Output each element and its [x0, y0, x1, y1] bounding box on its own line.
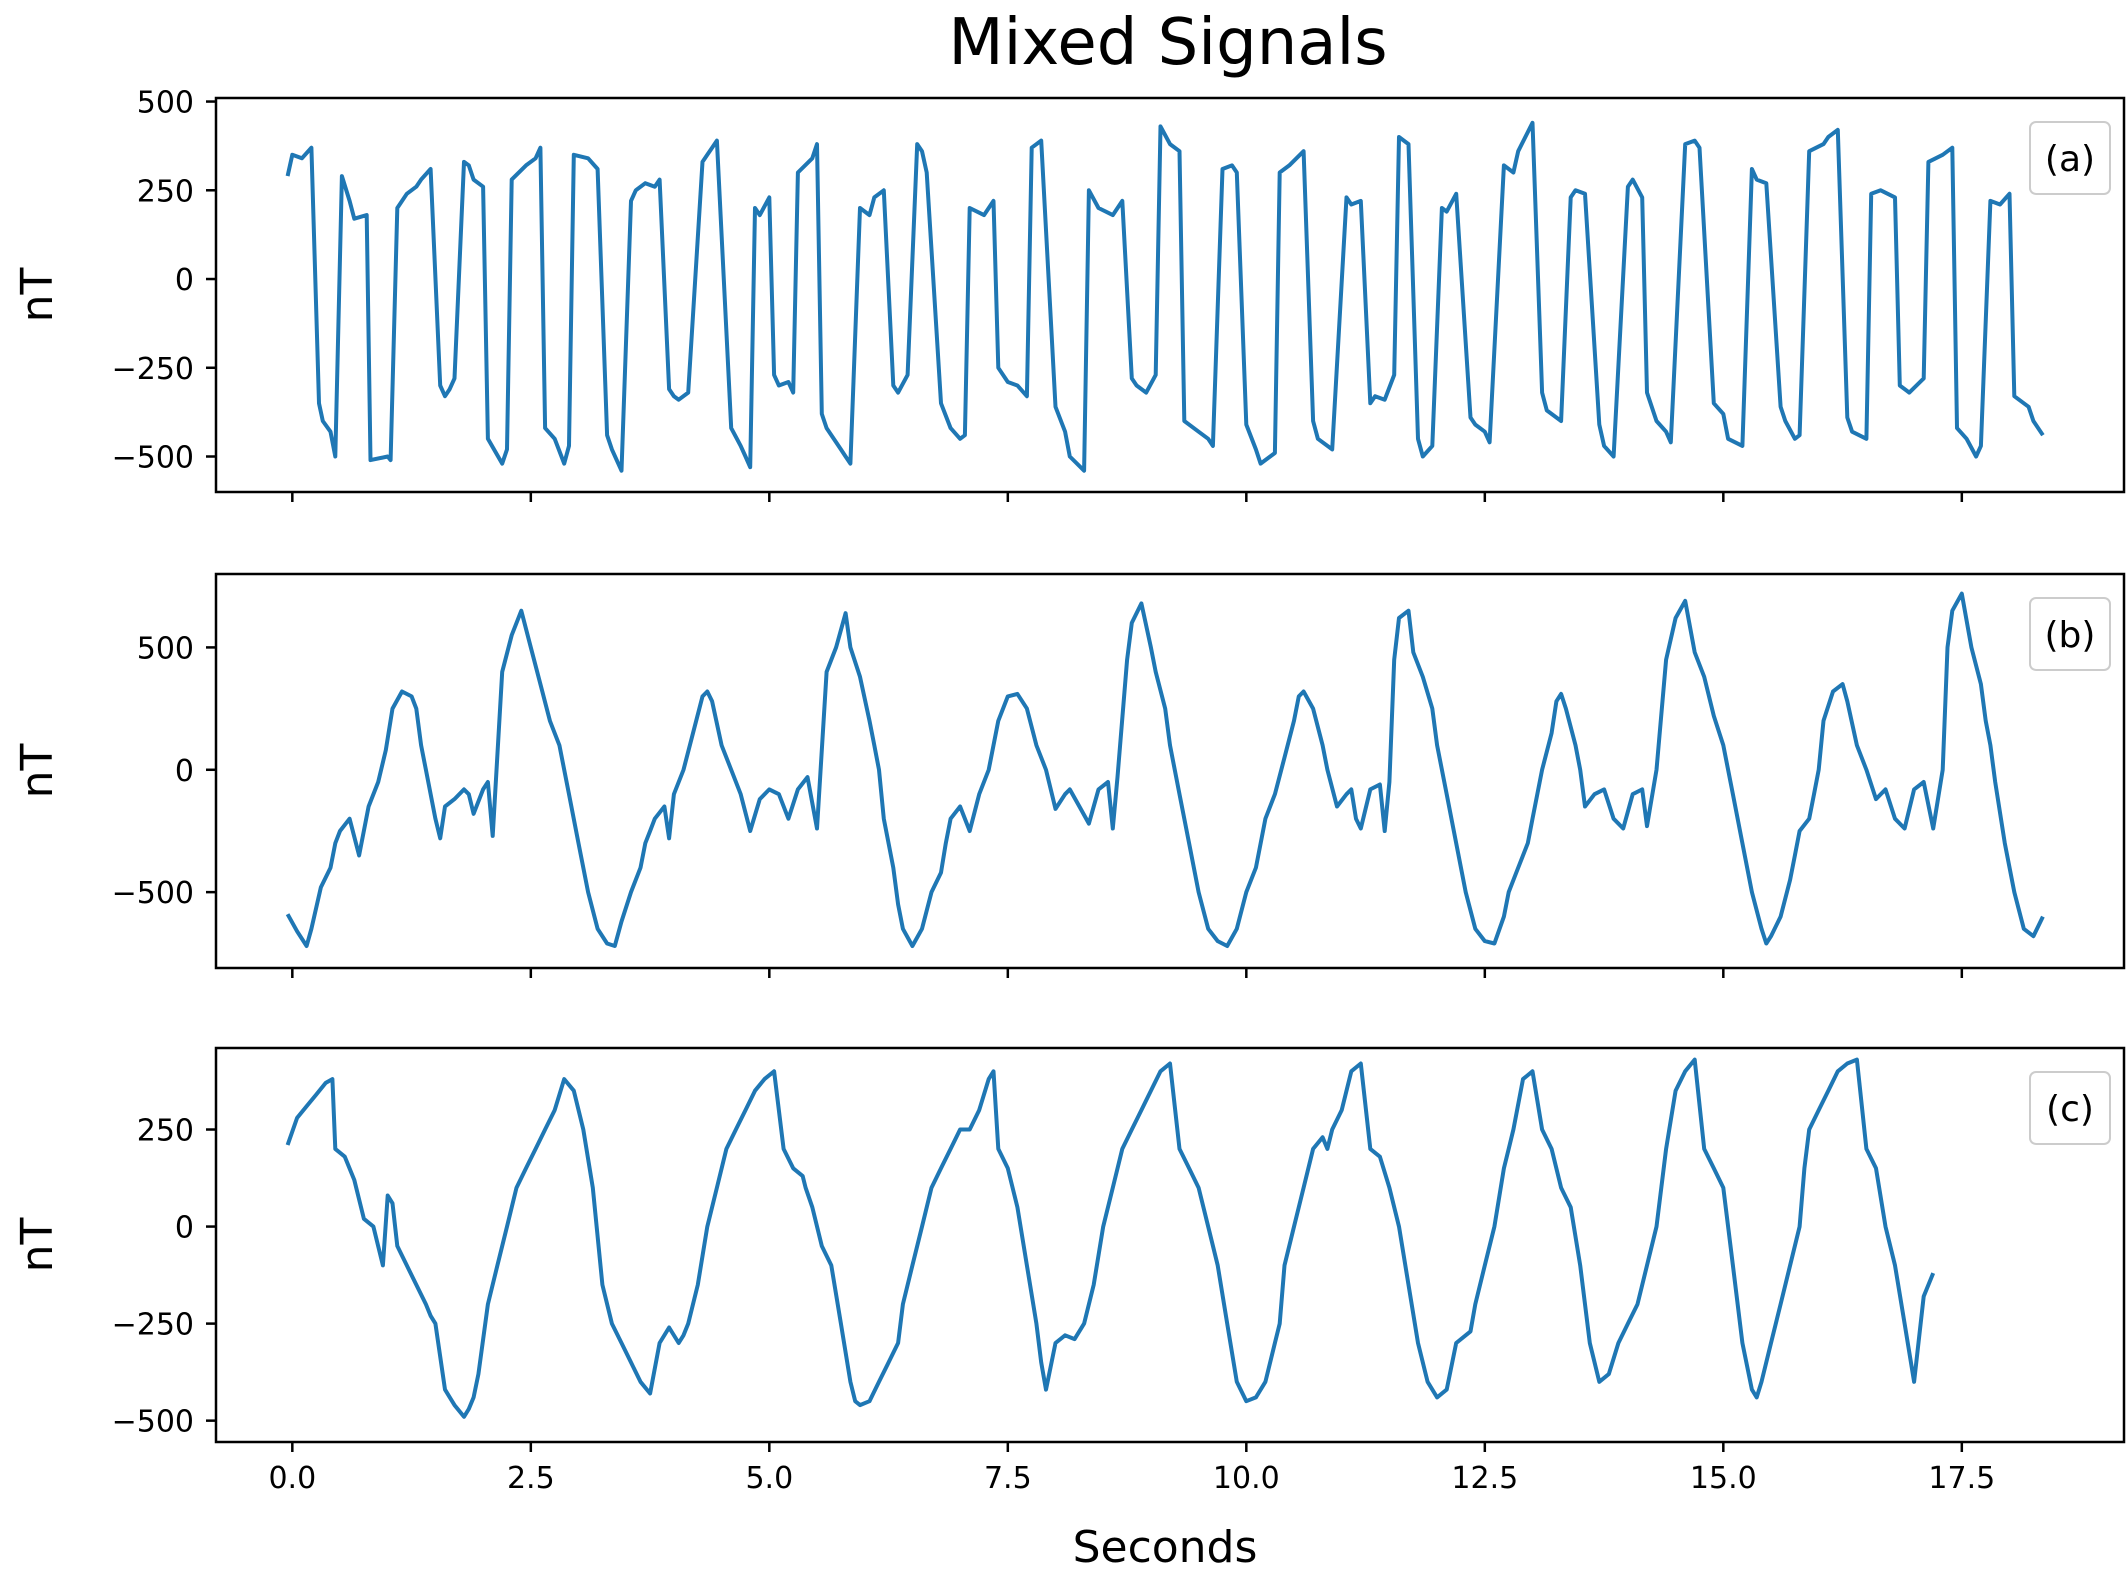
y-axis-label: nT: [12, 267, 63, 322]
y-tick-label: −500: [112, 876, 194, 911]
y-tick-label: 500: [137, 631, 194, 666]
y-tick-label: 0: [175, 754, 194, 789]
y-tick-label: 0: [175, 1211, 194, 1246]
x-tick-label: 15.0: [1690, 1461, 1757, 1496]
x-tick-label: 2.5: [507, 1461, 555, 1496]
y-tick-label: −250: [112, 1308, 194, 1343]
y-tick-label: −250: [112, 352, 194, 387]
panel-c-legend-box: [2029, 1071, 2111, 1145]
panel-b-frame: [214, 572, 2126, 970]
panel-b-legend-box: [2029, 597, 2111, 671]
panel-a-legend-box: [2029, 121, 2111, 195]
x-tick-label: 7.5: [984, 1461, 1032, 1496]
x-axis-label: Seconds: [1073, 1522, 1258, 1573]
panel-c-frame: [214, 1046, 2126, 1444]
y-tick-label: −500: [112, 1405, 194, 1440]
panel-c-legend-label: (c): [2046, 1089, 2094, 1130]
y-axis-label: nT: [12, 743, 63, 798]
panel-c-series-line: [285, 1057, 1936, 1419]
panel-a-frame: [214, 96, 2126, 494]
y-tick-label: −500: [112, 441, 194, 476]
x-tick-label: 10.0: [1213, 1461, 1280, 1496]
panel-b-legend-label: (b): [2045, 615, 2096, 656]
panel-b-series-line: [285, 591, 2045, 948]
panel-a-series-line: [285, 120, 2045, 473]
panel-a: 500 250 0 −250 −500 nT (a): [12, 86, 2126, 502]
y-axis-label: nT: [12, 1217, 63, 1272]
y-tick-label: 250: [137, 1114, 194, 1149]
y-tick-label: 500: [137, 86, 194, 121]
panel-c: 250 0 −250 −500 0.0 2.5 5.0 7.5 10.0 12.5 15.0 17.5…: [12, 1046, 2126, 1496]
x-tick-label: 12.5: [1451, 1461, 1518, 1496]
y-tick-label: 0: [175, 263, 194, 298]
chart-title: Mixed Signals: [948, 6, 1387, 80]
y-tick-label: 250: [137, 174, 194, 209]
x-tick-label: 17.5: [1928, 1461, 1995, 1496]
x-tick-label: 5.0: [745, 1461, 793, 1496]
panel-b: 500 0 −500 nT (b): [12, 572, 2126, 978]
x-tick-label: 0.0: [268, 1461, 316, 1496]
panel-a-legend-label: (a): [2045, 139, 2095, 180]
